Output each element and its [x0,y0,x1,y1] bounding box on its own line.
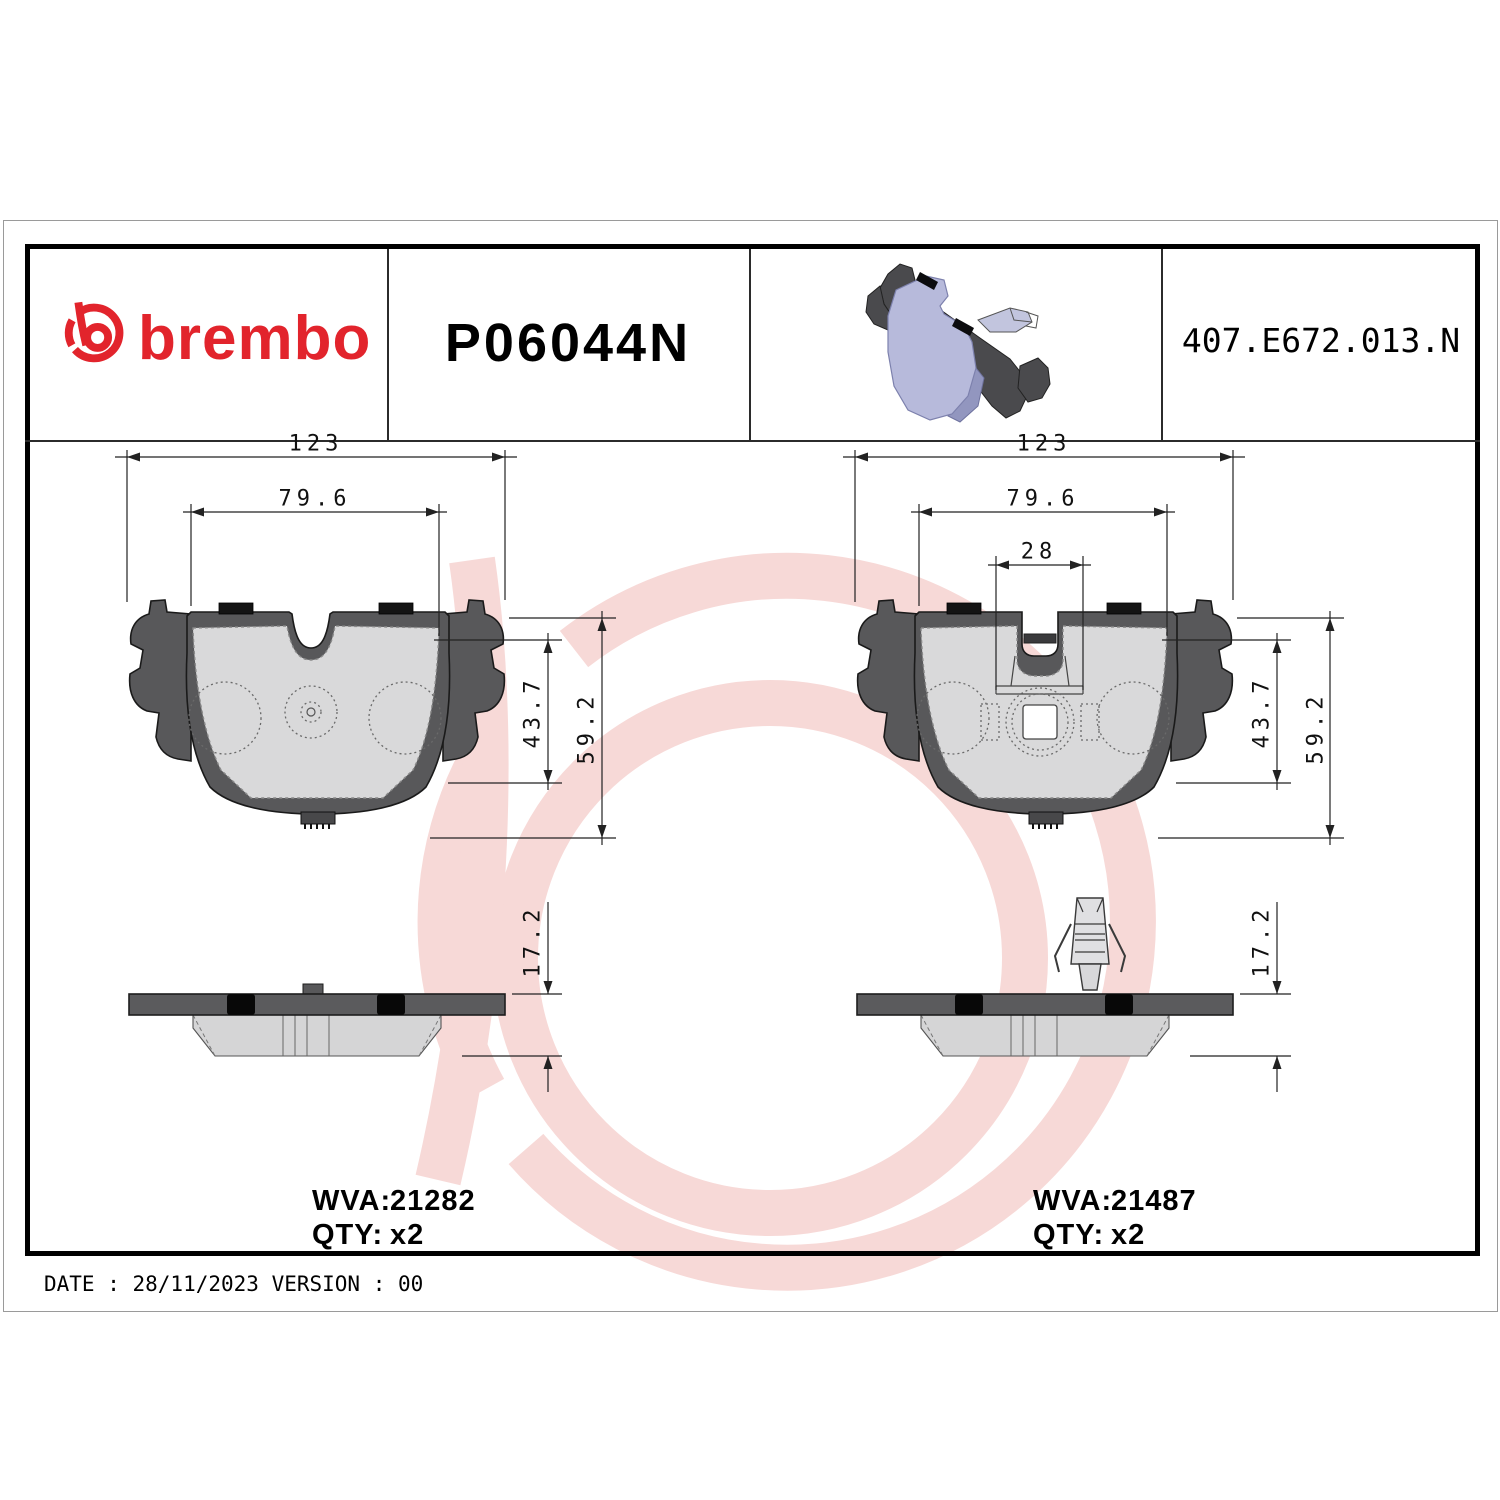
qty-label-right: QTY: [1033,1219,1105,1251]
brembo-logo-icon [64,301,124,363]
qty-value-right: x2 [1111,1219,1146,1251]
dim-overall-height-left: 59.2 [574,691,600,765]
brake-pad-3d-render [865,263,1051,423]
wva-label-right: WVA: [1033,1185,1113,1217]
dim-friction-height-right: 43.7 [1249,675,1275,749]
dim-friction-width-right: 79.6 [1006,486,1080,512]
wva-value-right: 21487 [1111,1185,1197,1217]
outer-page-border [3,220,1498,1312]
dim-thickness-right: 17.2 [1249,904,1275,978]
header-divider-2 [749,249,751,440]
dim-friction-height-left: 43.7 [520,675,546,749]
date-version-line: DATE : 28/11/2023 VERSION : 00 [44,1272,424,1296]
header-bottom-rule [25,440,1480,442]
dim-overall-height-right: 59.2 [1303,691,1329,765]
brand-wordmark: brembo [138,304,372,373]
dim-friction-width-left: 79.6 [278,486,352,512]
side-view-left-pad [128,983,506,1057]
wva-line-left: WVA:21282 [312,1185,476,1218]
qty-line-right: QTY: x2 [1033,1219,1145,1252]
wva-line-right: WVA:21487 [1033,1185,1197,1218]
qty-value-left: x2 [390,1219,425,1251]
wva-label-left: WVA: [312,1185,392,1217]
catalog-code: 407.E672.013.N [1181,321,1461,360]
wva-value-left: 21282 [390,1185,476,1217]
dim-overall-width-left: 123 [288,431,344,457]
qty-label-left: QTY: [312,1219,384,1251]
header-divider-1 [387,249,389,440]
side-view-right-pad [856,993,1234,1057]
part-number: P06044N [444,313,692,373]
front-view-right-pad [856,599,1234,829]
dim-sensor-width-right: 28 [1020,539,1058,565]
dim-overall-width-right: 123 [1016,431,1072,457]
dim-thickness-left: 17.2 [520,904,546,978]
qty-line-left: QTY: x2 [312,1219,424,1252]
front-view-left-pad [128,599,506,829]
drawing-frame [25,244,1480,1256]
header-divider-3 [1161,249,1163,440]
wear-sensor-clip [1053,897,1127,991]
